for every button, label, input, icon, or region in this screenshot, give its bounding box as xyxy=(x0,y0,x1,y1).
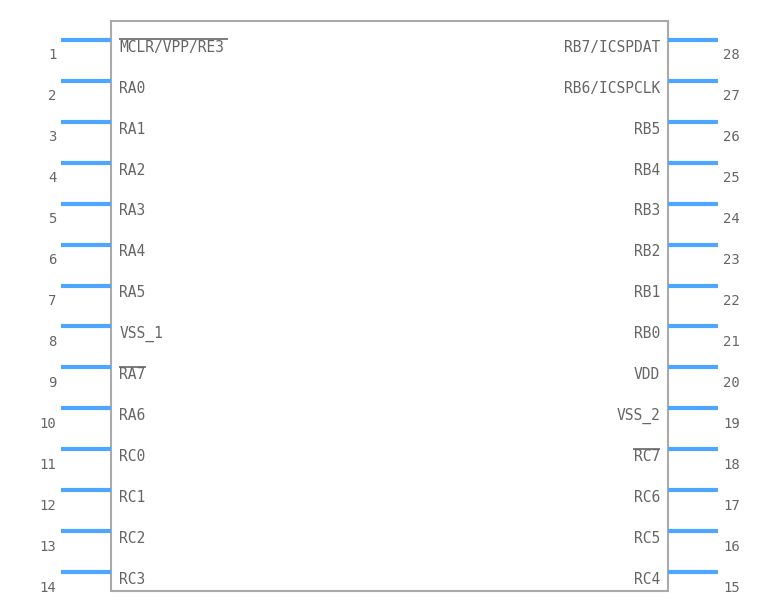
Text: RB4: RB4 xyxy=(634,163,660,177)
Text: RA1: RA1 xyxy=(119,122,146,136)
Text: RA7: RA7 xyxy=(119,367,146,382)
Text: RC0: RC0 xyxy=(119,449,146,465)
Text: RA5: RA5 xyxy=(119,285,146,300)
Bar xyxy=(111,21,668,591)
Text: 2: 2 xyxy=(48,89,56,103)
Text: RB1: RB1 xyxy=(634,285,660,300)
Text: 20: 20 xyxy=(723,376,740,390)
Text: VDD: VDD xyxy=(634,367,660,382)
Text: RA0: RA0 xyxy=(119,81,146,95)
Text: RB2: RB2 xyxy=(634,244,660,259)
Text: 11: 11 xyxy=(40,458,56,472)
Text: 9: 9 xyxy=(48,376,56,390)
Text: 13: 13 xyxy=(40,540,56,554)
Text: RC4: RC4 xyxy=(634,572,660,587)
Text: 14: 14 xyxy=(40,581,56,595)
Text: RA6: RA6 xyxy=(119,408,146,424)
Text: RC1: RC1 xyxy=(119,490,146,505)
Text: 19: 19 xyxy=(723,417,740,431)
Text: 8: 8 xyxy=(48,335,56,349)
Text: 21: 21 xyxy=(723,335,740,349)
Text: 16: 16 xyxy=(723,540,740,554)
Text: 15: 15 xyxy=(723,581,740,595)
Text: 12: 12 xyxy=(40,499,56,513)
Text: 5: 5 xyxy=(48,212,56,226)
Text: RC6: RC6 xyxy=(634,490,660,505)
Text: RC5: RC5 xyxy=(634,531,660,546)
Text: 23: 23 xyxy=(723,253,740,267)
Text: RA2: RA2 xyxy=(119,163,146,177)
Text: RC7: RC7 xyxy=(634,449,660,465)
Text: 17: 17 xyxy=(723,499,740,513)
Text: 24: 24 xyxy=(723,212,740,226)
Text: MCLR/VPP/RE3: MCLR/VPP/RE3 xyxy=(119,40,224,54)
Text: 6: 6 xyxy=(48,253,56,267)
Text: 25: 25 xyxy=(723,171,740,185)
Text: 10: 10 xyxy=(40,417,56,431)
Text: 4: 4 xyxy=(48,171,56,185)
Text: 27: 27 xyxy=(723,89,740,103)
Text: RB5: RB5 xyxy=(634,122,660,136)
Text: RA4: RA4 xyxy=(119,244,146,259)
Text: 28: 28 xyxy=(723,48,740,62)
Text: RB3: RB3 xyxy=(634,203,660,218)
Text: 22: 22 xyxy=(723,294,740,308)
Text: RB7/ICSPDAT: RB7/ICSPDAT xyxy=(564,40,660,54)
Text: 7: 7 xyxy=(48,294,56,308)
Text: RC3: RC3 xyxy=(119,572,146,587)
Text: VSS_2: VSS_2 xyxy=(617,408,660,424)
Text: 26: 26 xyxy=(723,130,740,144)
Text: 1: 1 xyxy=(48,48,56,62)
Text: 3: 3 xyxy=(48,130,56,144)
Text: RB6/ICSPCLK: RB6/ICSPCLK xyxy=(564,81,660,95)
Text: RB0: RB0 xyxy=(634,326,660,341)
Text: RC2: RC2 xyxy=(119,531,146,546)
Text: 18: 18 xyxy=(723,458,740,472)
Text: VSS_1: VSS_1 xyxy=(119,326,163,342)
Text: RA3: RA3 xyxy=(119,203,146,218)
